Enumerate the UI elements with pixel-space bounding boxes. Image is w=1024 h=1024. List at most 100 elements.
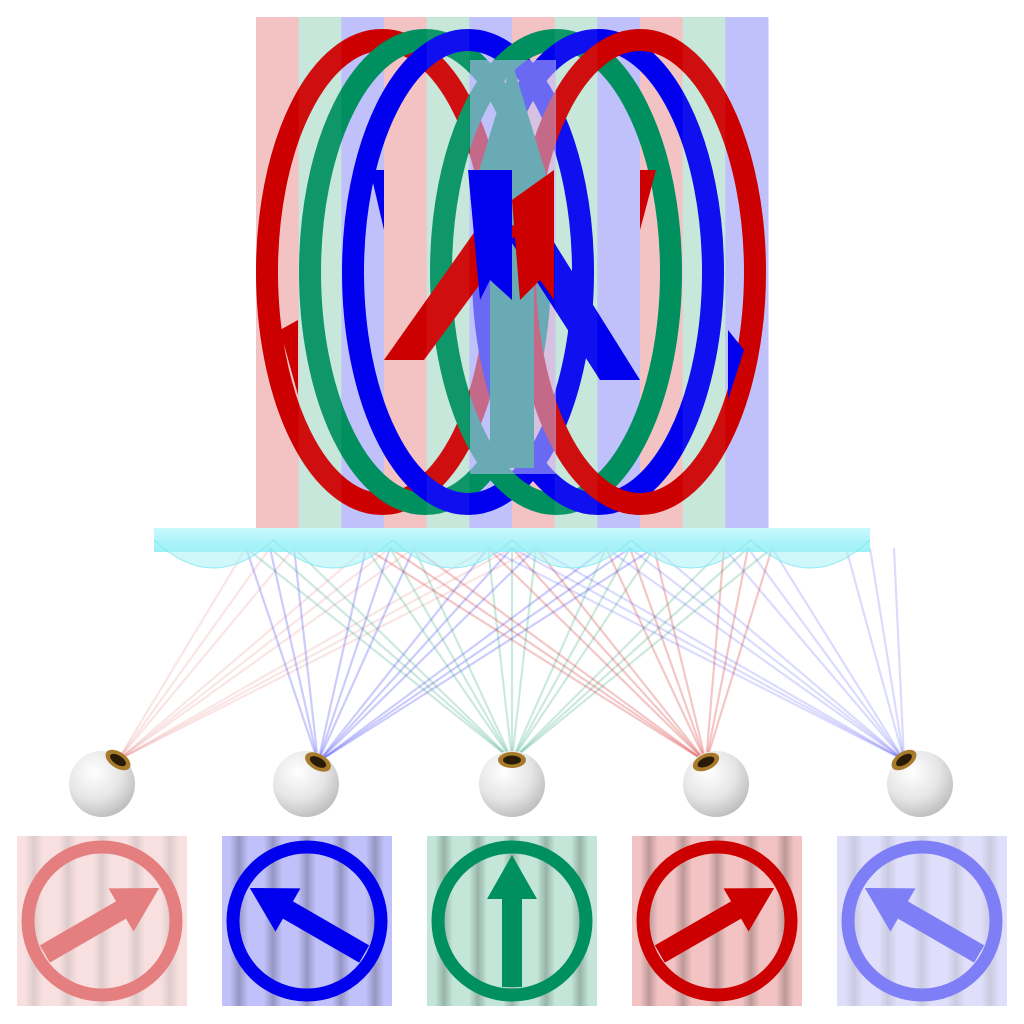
arrow-up-left-icon [864,888,985,963]
view-ring [636,840,798,1002]
sightline [117,547,537,761]
strip-sheen [426,17,470,528]
strip-sheen [554,17,598,528]
view-3-panel [427,836,597,1006]
interlaced-artwork [256,17,766,528]
sightline [653,547,905,761]
sightline [892,547,906,761]
view-2-panel [222,836,392,1006]
lens-rib [332,836,350,1006]
sightline [535,547,707,763]
sightline [268,547,320,763]
lens-rib [537,836,555,1006]
ring-slice [430,29,682,515]
perceived-views [17,836,1007,1006]
sightline [317,547,631,763]
sightline [511,547,631,761]
view-ring [226,840,388,1002]
sightline [704,547,774,763]
sightline [317,547,513,763]
arrowhead-slice [728,330,744,400]
eyeball [479,751,545,817]
view-4-panel [632,836,802,1006]
sightline [117,547,295,761]
sightline [486,547,514,761]
pupil [110,753,126,767]
sightline [117,547,391,761]
sightline [117,547,367,761]
arrowhead-slice [280,320,298,395]
lenticule [630,539,752,569]
sightline [317,547,607,763]
sightline [117,547,489,761]
view-ring [841,840,1003,1002]
sightline [117,547,513,761]
lenticular-lens-sheet [153,528,871,569]
sightline [117,547,247,761]
sightline [365,547,513,761]
lens-rib [947,836,965,1006]
lenticule [750,539,871,569]
sightline [844,547,906,761]
sightline [413,547,513,761]
sightline [704,547,750,763]
sightline [487,547,707,763]
sightline [293,547,513,761]
pupil [896,753,912,767]
eye-icon [69,749,135,817]
lens-rib [469,836,487,1006]
sightline [511,547,725,761]
eye-icon [887,749,953,817]
sightline [316,547,368,763]
lenticule [511,539,632,569]
sightline [389,547,707,763]
arrowhead-slice [512,170,554,300]
sightline [292,547,320,763]
sightline [605,547,905,761]
sightline [771,547,905,761]
sightline [605,547,707,763]
sightline [511,547,707,763]
lens-rib [674,836,692,1006]
sightline [747,547,905,761]
sightline [511,547,749,761]
sightline [269,547,513,761]
sightline [535,547,905,761]
sightline [511,547,773,761]
arrowhead-slice [468,170,512,300]
sightline [389,547,513,761]
viewer-eyes [69,749,953,817]
arrow-up-right-icon [654,888,775,963]
view-5-panel [837,836,1007,1006]
sightline [317,547,655,763]
sightline [510,547,538,761]
sightline [723,547,905,761]
lenticule [153,539,274,569]
pupil [697,756,715,768]
view-ring [431,840,593,1002]
sightline [704,547,726,763]
strip-sheen [682,17,726,528]
pupil [309,756,327,768]
eye-icon [683,751,749,817]
eye-icon [273,751,339,817]
eye-icon [479,751,545,817]
sightline [244,547,320,763]
lens-rib [59,836,77,1006]
strip-sheen [298,17,342,528]
sightline [245,547,513,761]
view-1-panel [17,836,187,1006]
arrow-up-icon [487,855,537,987]
arrowhead-slice [370,170,384,230]
sightline [628,547,708,763]
arrow-up-right-icon [39,888,160,963]
view-ring [21,840,183,1002]
sightline [487,547,905,761]
sightlines [117,547,906,763]
sightline [511,547,655,761]
sightline [652,547,708,763]
sightline [868,547,906,761]
sightline [316,547,416,763]
